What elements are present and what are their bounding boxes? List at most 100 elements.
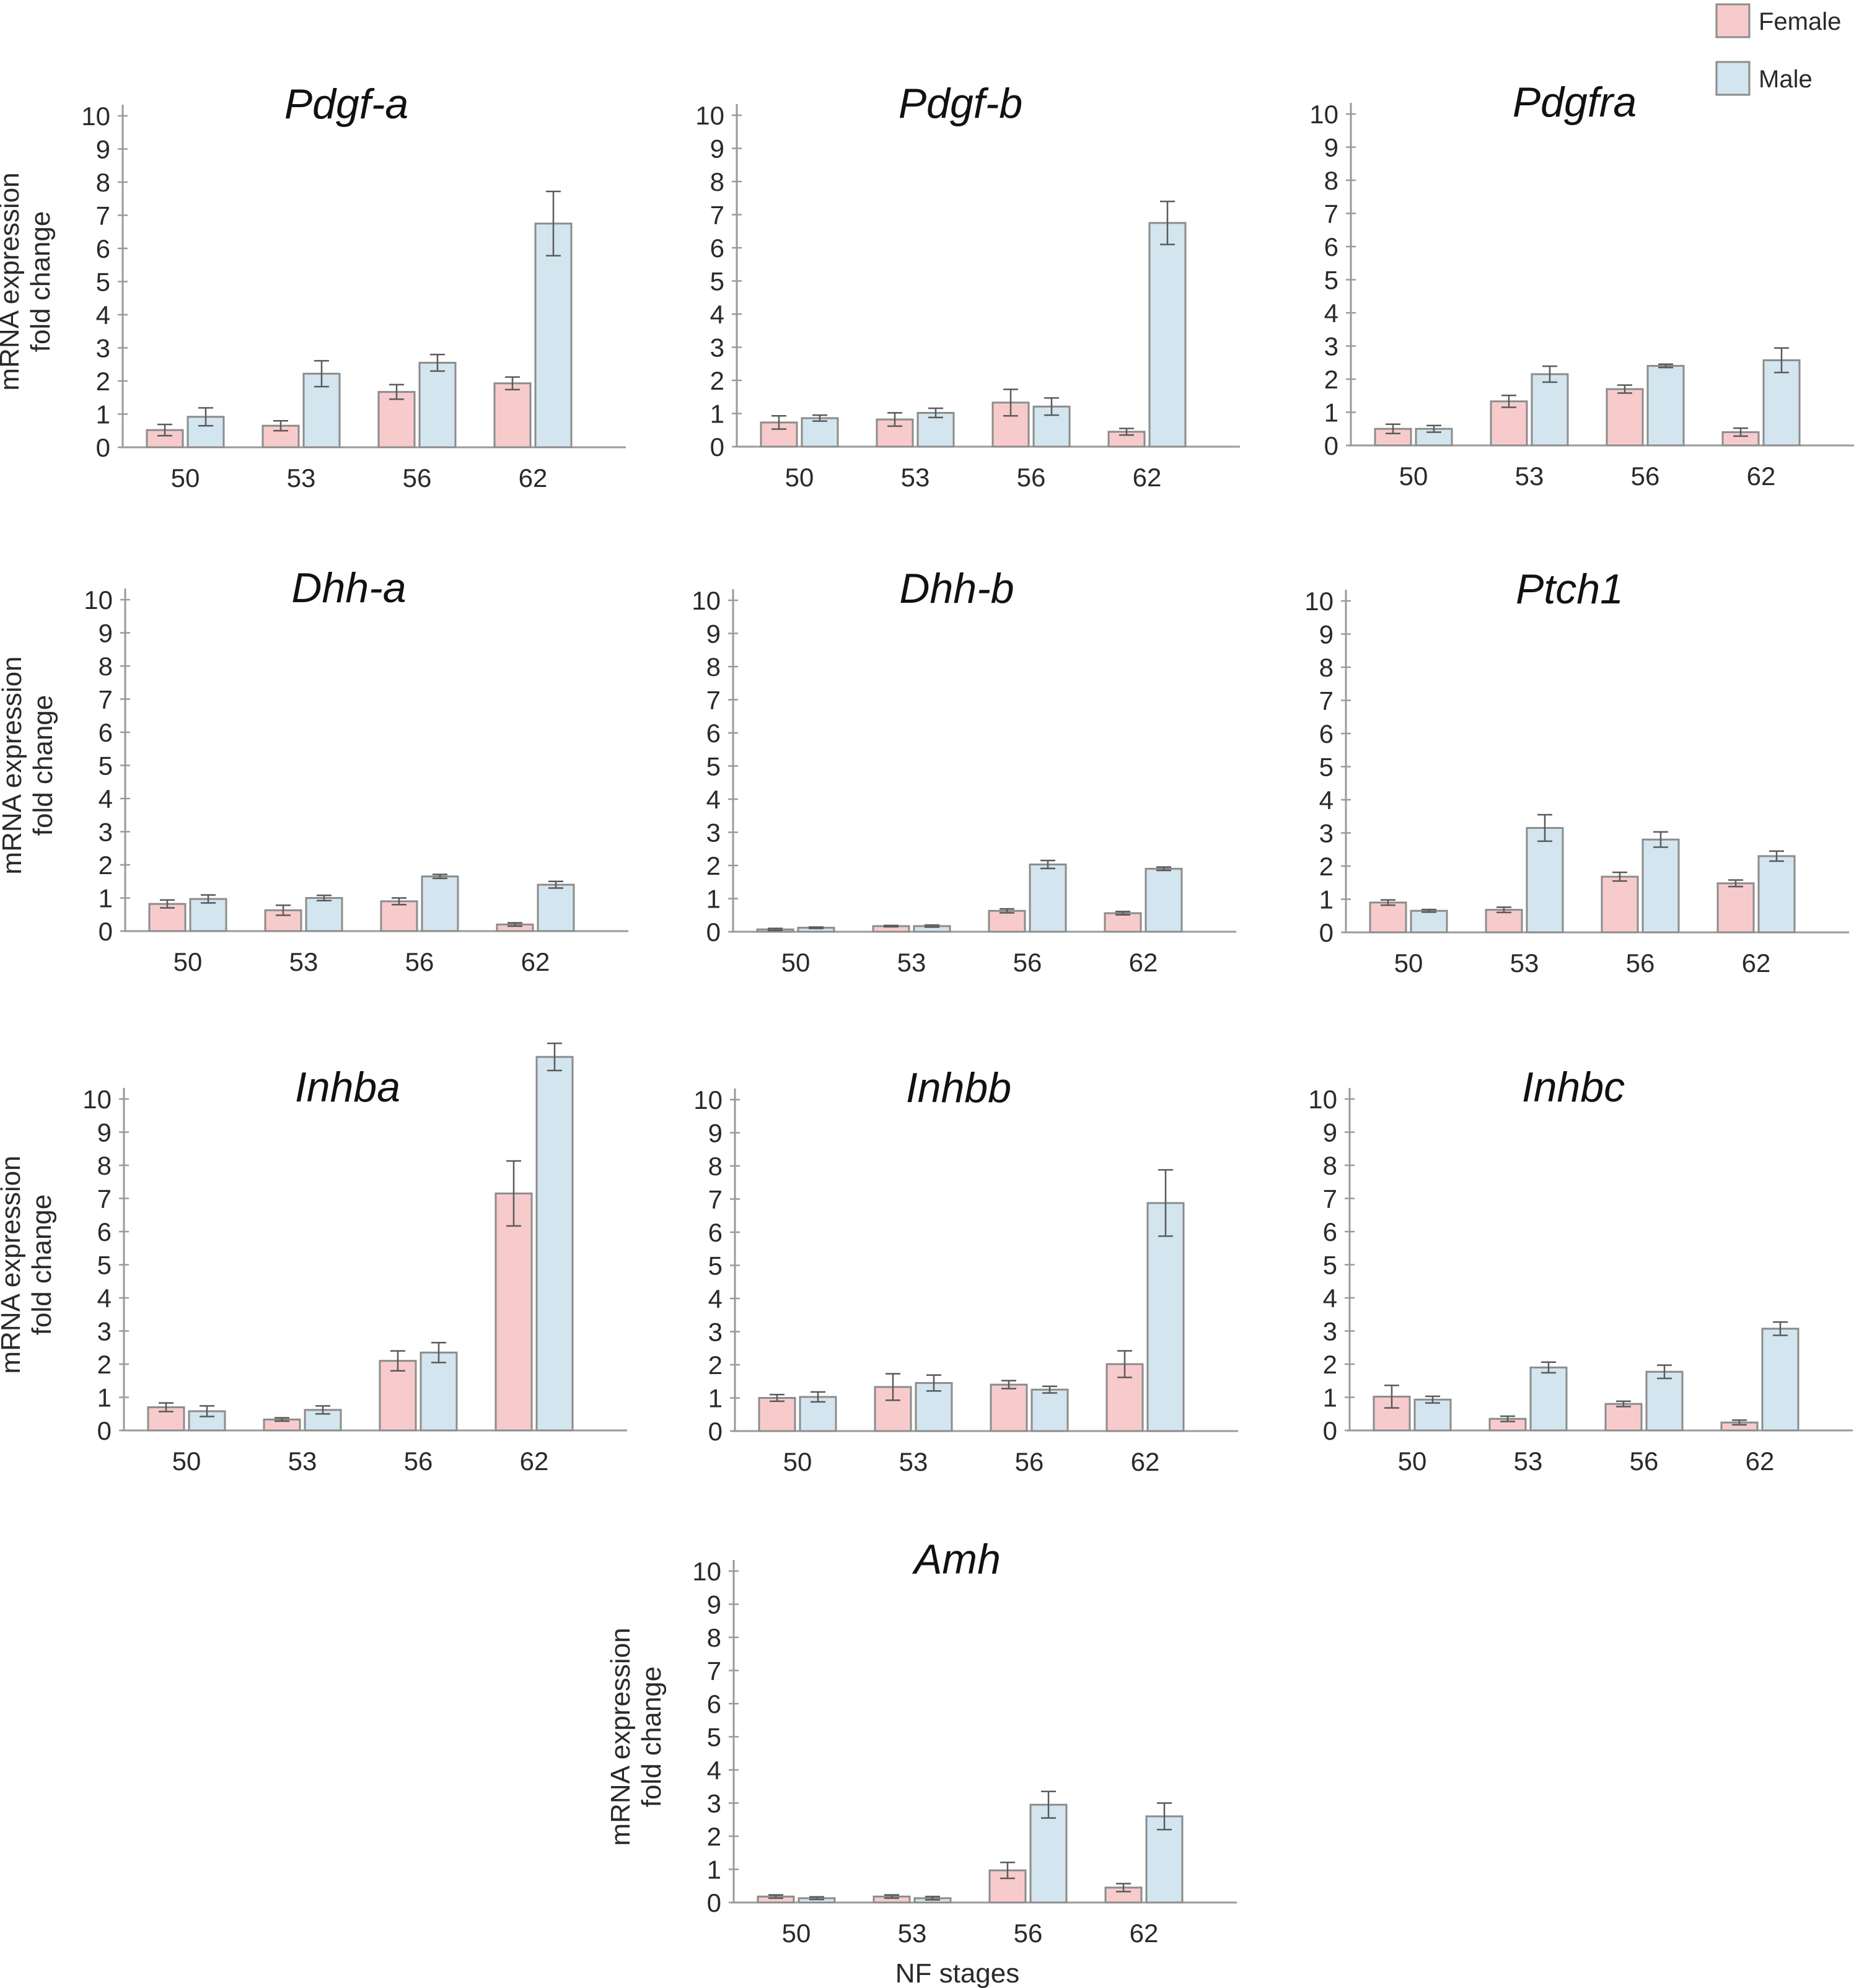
y-tick-label: 8 <box>96 168 110 197</box>
bar-male-56 <box>1641 838 1680 934</box>
y-tick-label: 3 <box>708 1318 723 1347</box>
x-tick-label: 50 <box>781 948 811 977</box>
x-tick-label: 56 <box>1626 948 1655 978</box>
x-tick-label: 50 <box>1394 948 1423 978</box>
bar-male-56 <box>420 1351 458 1432</box>
y-tick-label: 0 <box>706 917 721 947</box>
x-tick-label: 50 <box>783 1447 812 1476</box>
y-tick-label: 9 <box>1324 133 1338 162</box>
y-tick-label: 3 <box>97 1317 112 1346</box>
legend-swatch-male <box>1715 61 1751 96</box>
x-tick-label: 53 <box>901 463 930 492</box>
y-tick-label: 0 <box>710 432 724 462</box>
y-tick-label: 0 <box>99 917 113 946</box>
panel-title: Dhh-a <box>291 564 406 611</box>
bar-female-50 <box>1369 901 1407 934</box>
y-tick-label: 7 <box>710 201 724 230</box>
panel-title: Inhbc <box>1522 1064 1625 1111</box>
x-tick-label: 53 <box>1510 948 1539 978</box>
x-tick-label: 56 <box>404 1447 433 1476</box>
y-tick-label: 8 <box>707 1623 721 1652</box>
bar-male-56 <box>1031 1388 1069 1432</box>
y-tick-label: 2 <box>710 366 724 395</box>
bar-male-50 <box>1415 427 1453 447</box>
y-tick-label: 3 <box>1319 819 1334 848</box>
y-tick-label: 1 <box>707 1855 721 1885</box>
x-tick-label: 50 <box>1398 1447 1427 1476</box>
x-tick-label: 50 <box>174 947 203 976</box>
x-tick-label: 50 <box>1399 462 1428 491</box>
y-tick-label: 10 <box>693 1085 723 1114</box>
x-tick-label: 50 <box>785 463 814 492</box>
legend: Female Male <box>1715 3 1841 96</box>
y-tick-label: 4 <box>97 1284 112 1313</box>
x-axis-label: NF stages <box>895 1958 1020 1988</box>
y-axis-label: fold change <box>27 1194 57 1336</box>
y-tick-label: 4 <box>1324 299 1338 328</box>
bar-male-62 <box>535 1056 574 1432</box>
x-tick-label: 50 <box>782 1919 811 1948</box>
x-tick-label: 53 <box>897 948 926 977</box>
bar-male-56 <box>421 875 459 932</box>
bar-male-50 <box>189 898 227 932</box>
y-tick-label: 9 <box>97 1118 112 1147</box>
y-tick-label: 7 <box>706 686 721 715</box>
y-tick-label: 8 <box>1323 1151 1337 1180</box>
bar-male-53 <box>1529 1366 1568 1432</box>
y-tick-label: 3 <box>707 1789 721 1818</box>
y-tick-label: 3 <box>1324 332 1338 361</box>
y-tick-label: 10 <box>692 1557 721 1586</box>
y-tick-label: 7 <box>96 201 110 230</box>
x-tick-label: 53 <box>898 1919 927 1948</box>
y-tick-label: 6 <box>710 234 724 263</box>
y-tick-label: 0 <box>97 1416 112 1445</box>
bar-male-56 <box>418 362 457 449</box>
panel-title: Pdgfra <box>1513 79 1637 126</box>
bar-female-56 <box>379 1360 417 1432</box>
x-tick-label: 62 <box>1742 948 1771 978</box>
bar-male-62 <box>1761 1328 1800 1432</box>
y-tick-label: 0 <box>707 1888 721 1917</box>
x-tick-label: 53 <box>899 1447 928 1476</box>
y-tick-label: 7 <box>1319 686 1334 716</box>
y-tick-label: 5 <box>708 1251 723 1281</box>
x-tick-label: 53 <box>289 947 319 976</box>
y-tick-label: 5 <box>1319 753 1334 782</box>
x-tick-label: 62 <box>521 947 550 976</box>
y-tick-label: 4 <box>1323 1284 1337 1313</box>
y-tick-label: 5 <box>710 267 724 296</box>
y-tick-label: 6 <box>99 718 113 747</box>
bar-female-56 <box>1604 1403 1643 1432</box>
y-tick-label: 9 <box>96 135 110 164</box>
y-tick-label: 6 <box>708 1218 723 1247</box>
x-tick-label: 62 <box>519 463 548 493</box>
y-tick-label: 1 <box>710 400 724 429</box>
y-tick-label: 6 <box>96 234 110 263</box>
panel-title: Dhh-b <box>899 565 1014 612</box>
y-tick-label: 8 <box>1319 653 1334 682</box>
y-tick-label: 4 <box>706 785 721 814</box>
bar-male-56 <box>1646 365 1685 447</box>
y-tick-label: 6 <box>97 1217 112 1246</box>
y-tick-label: 4 <box>1319 786 1334 815</box>
y-axis-label: mRNA expression <box>605 1627 636 1846</box>
panel-title: Pdgf-a <box>284 81 408 128</box>
y-tick-label: 2 <box>707 1822 721 1851</box>
bar-male-62 <box>537 883 575 932</box>
bar-male-50 <box>1413 1398 1452 1432</box>
y-tick-label: 9 <box>99 619 113 648</box>
bar-female-56 <box>377 391 416 449</box>
y-tick-label: 5 <box>706 752 721 781</box>
y-tick-label: 8 <box>708 1152 723 1181</box>
x-tick-label: 56 <box>1017 463 1046 492</box>
bar-female-62 <box>1716 882 1755 934</box>
x-tick-label: 56 <box>1631 462 1660 491</box>
x-tick-label: 56 <box>1014 1919 1043 1948</box>
y-tick-label: 8 <box>710 167 724 196</box>
y-tick-label: 8 <box>97 1151 112 1180</box>
